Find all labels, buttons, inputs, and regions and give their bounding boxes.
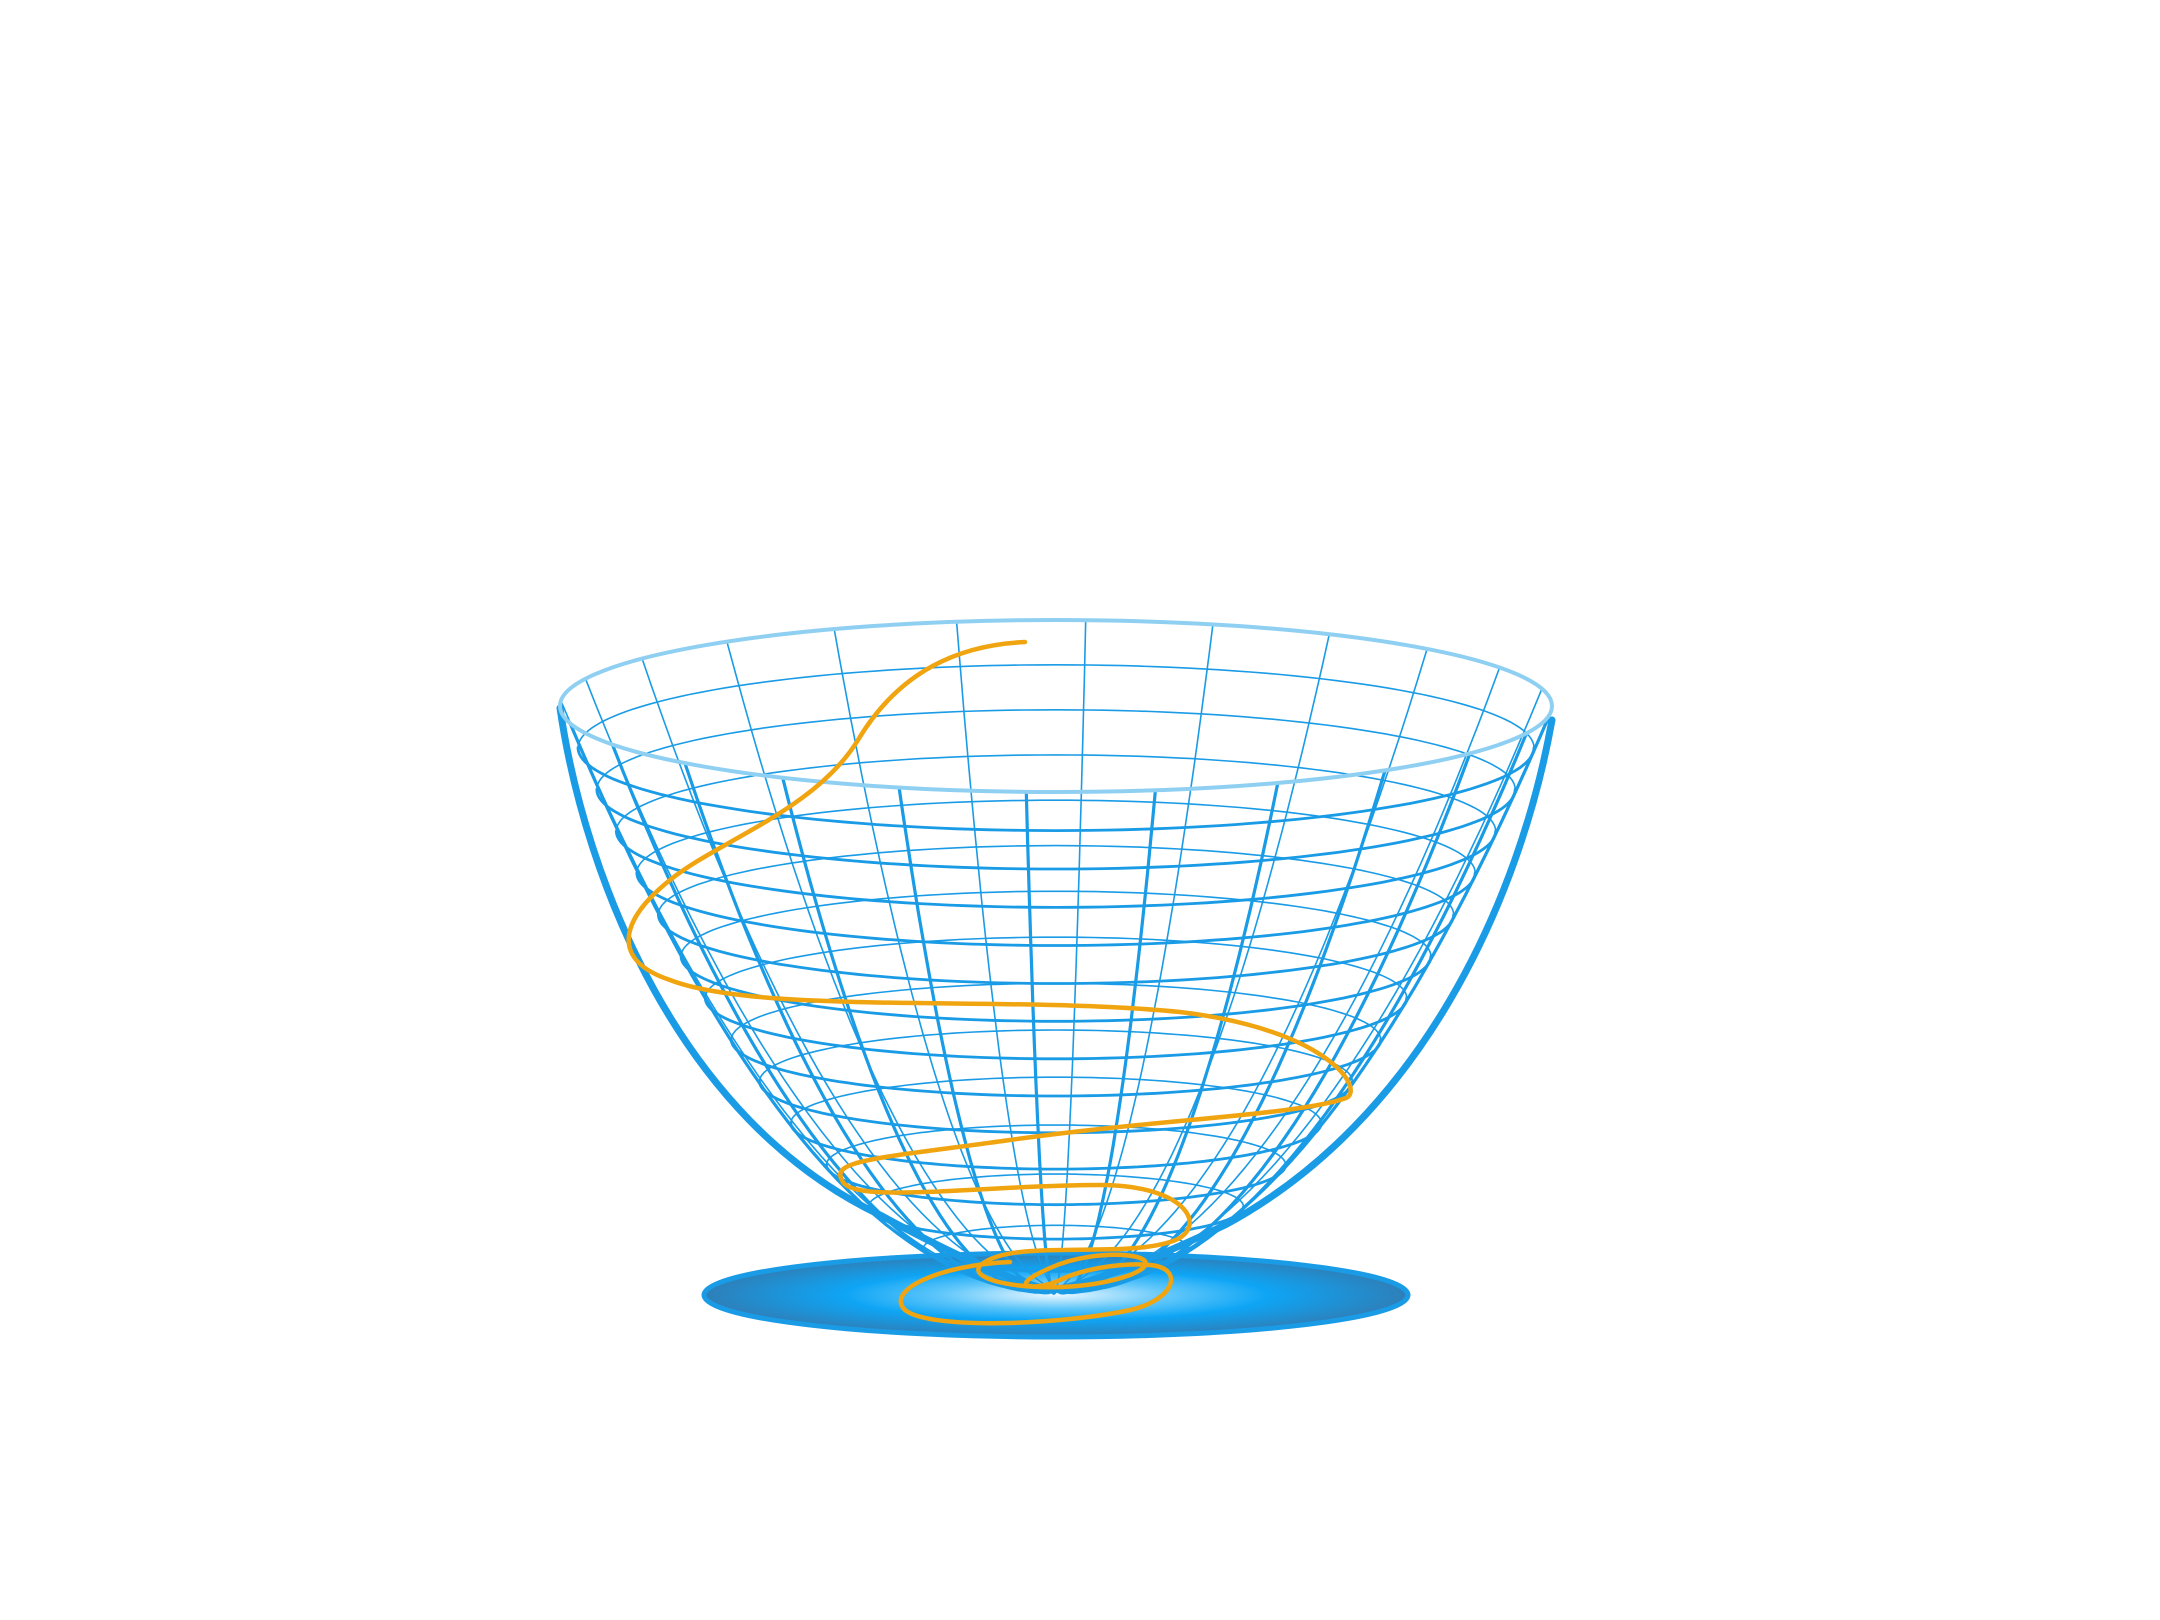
grid-meridian-outer [1054, 768, 1387, 1294]
grid-ring-outer [703, 996, 1409, 1061]
ground-shadow [701, 1250, 1411, 1340]
grid-meridian-inner [1055, 623, 1214, 1291]
grid-ring-outer [825, 1163, 1287, 1207]
grid-ring-inner [596, 708, 1516, 791]
grid-ring-inner [615, 754, 1497, 832]
grid-meridian-outer [1054, 731, 1529, 1292]
bowl-right-outline [1048, 716, 1556, 1294]
grid-ring-outer [635, 871, 1477, 947]
grid-ring-inner [758, 1029, 1354, 1083]
grid-ring-inner [657, 844, 1455, 916]
grid-meridian-inner [833, 628, 1057, 1291]
grid-ring-outer [656, 913, 1456, 985]
grid-meridian-inner [1055, 688, 1543, 1291]
grid-ring-inner [922, 1224, 1190, 1250]
grid-ring-outer [595, 788, 1517, 871]
grid-meridian-outer [1024, 790, 1058, 1296]
grid-ring-inner [559, 619, 1553, 707]
trajectory-path [626, 639, 1353, 1326]
grid-ring-outer [789, 1121, 1323, 1171]
grid-meridian-outer [610, 742, 1058, 1293]
grid-meridian-outer [1054, 781, 1280, 1295]
grid-ring-inner [704, 936, 1408, 999]
grid-meridian-outer [1054, 751, 1472, 1293]
grid-meridian-inner [955, 620, 1057, 1291]
grid-ring-inner [577, 663, 1535, 749]
bowl-inner-grid [559, 619, 1553, 1291]
bowl-left-outline [556, 704, 1056, 1294]
grid-ring-outer [679, 954, 1433, 1023]
grid-ring-inner [825, 1124, 1287, 1166]
grid-ring-outer [576, 746, 1536, 833]
grid-meridian-inner [1055, 619, 1087, 1291]
bowl-rim [558, 618, 1554, 794]
grid-ring-outer [614, 829, 1498, 909]
grid-meridian-outer [1054, 788, 1157, 1295]
grid-ring-outer [558, 704, 1554, 794]
grid-ring-inner [730, 982, 1382, 1041]
grid-ring-inner [636, 799, 1476, 874]
grid-meridian-inner [1055, 633, 1331, 1291]
grid-meridian-outer [781, 776, 1058, 1294]
grid-ring-inner [680, 890, 1432, 958]
